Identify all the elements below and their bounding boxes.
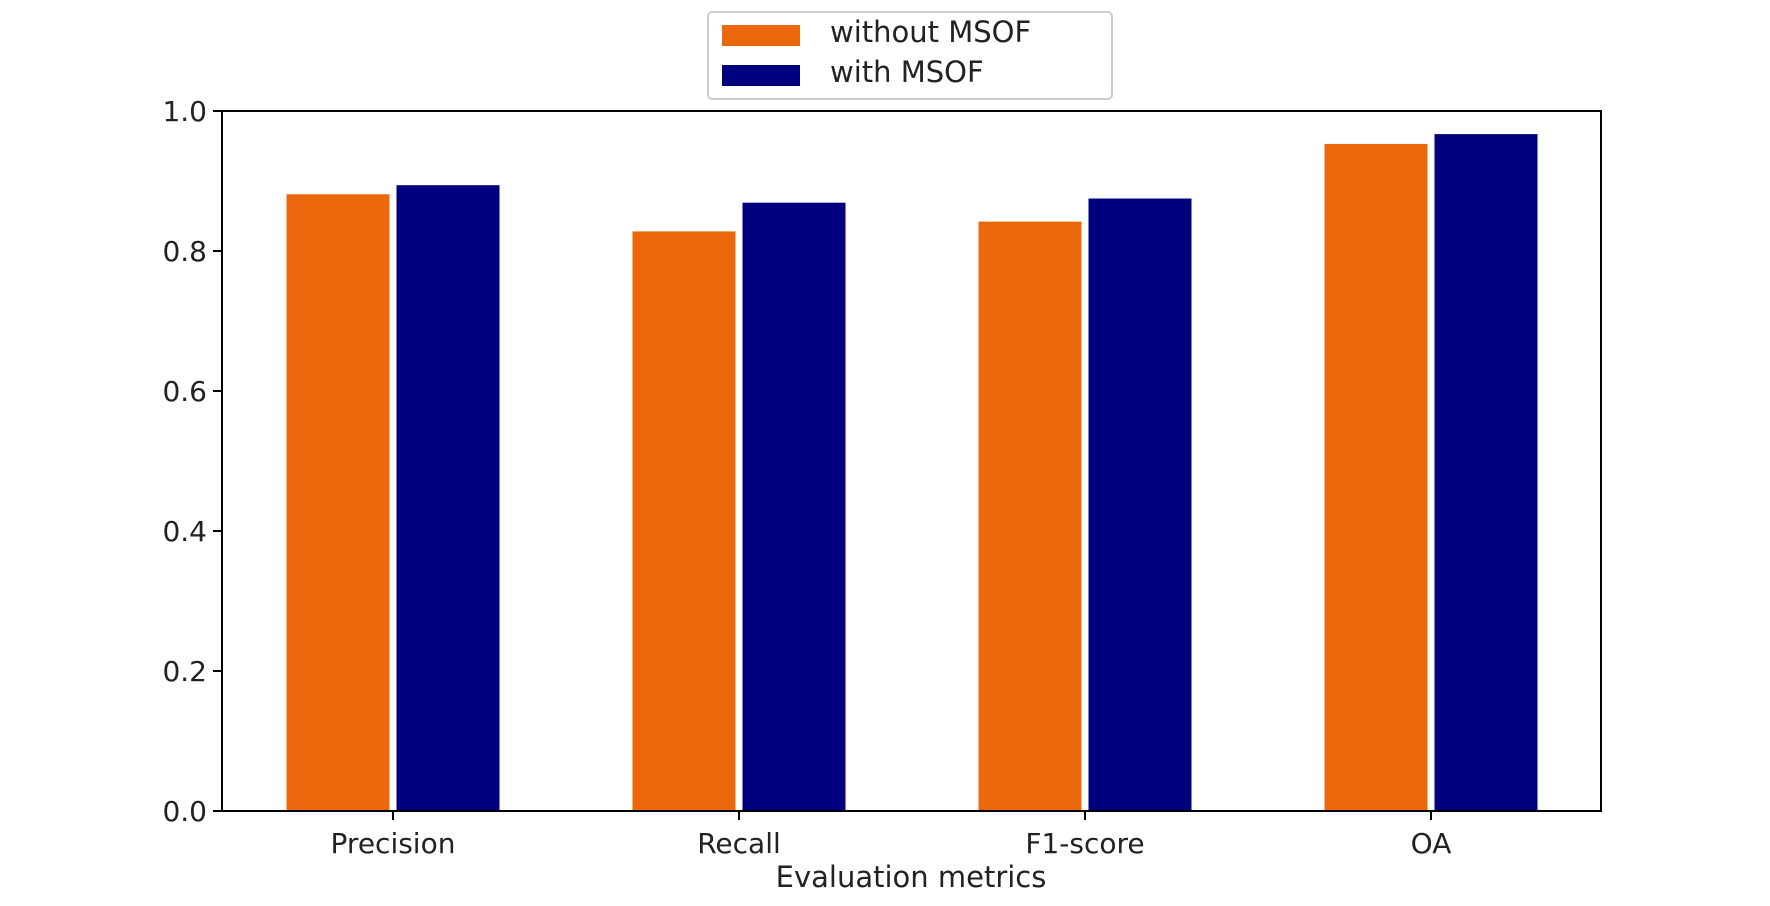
bar-precision-without-msof xyxy=(286,194,390,812)
legend-swatch-with-msof xyxy=(722,65,800,86)
legend-label-with-msof: with MSOF xyxy=(830,55,984,89)
x-tick-label: Recall xyxy=(697,827,781,860)
y-axis-ticks: 0.0 0.2 0.4 0.6 0.8 1.0 xyxy=(162,95,222,828)
x-axis-ticks: Precision Recall F1-score OA xyxy=(331,811,1452,860)
x-tick-label: F1-score xyxy=(1025,827,1144,860)
x-axis-label: Evaluation metrics xyxy=(776,860,1047,894)
bar-recall-without-msof xyxy=(632,231,736,811)
y-tick-label: 0.8 xyxy=(162,235,207,268)
bar-oa-without-msof xyxy=(1324,143,1428,811)
bar-oa-with-msof xyxy=(1434,134,1538,812)
legend-label-without-msof: without MSOF xyxy=(830,15,1031,49)
y-tick-label: 0.2 xyxy=(162,655,207,688)
y-tick-label: 1.0 xyxy=(162,95,207,128)
bar-precision-with-msof xyxy=(396,185,500,811)
y-tick-label: 0.0 xyxy=(162,795,207,828)
bar-f1-score-without-msof xyxy=(978,221,1082,812)
legend: without MSOF with MSOF xyxy=(707,11,1113,100)
legend-frame xyxy=(707,11,1113,100)
legend-swatch-without-msof xyxy=(722,25,800,46)
y-tick-label: 0.4 xyxy=(162,515,207,548)
plot-frame xyxy=(221,110,1602,812)
x-tick-label: Precision xyxy=(331,827,456,860)
x-tick-label: OA xyxy=(1411,827,1452,860)
bar-f1-score-with-msof xyxy=(1088,198,1192,811)
y-tick-label: 0.6 xyxy=(162,375,207,408)
bar-recall-with-msof xyxy=(742,202,846,811)
bars xyxy=(286,134,1538,812)
